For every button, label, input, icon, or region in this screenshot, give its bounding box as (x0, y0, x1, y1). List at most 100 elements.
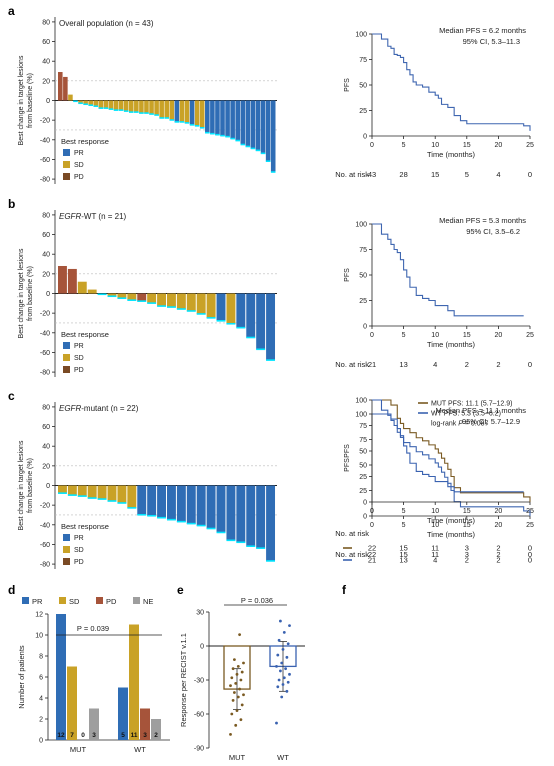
c-waterfall-bar (236, 485, 246, 543)
c-km-y-label: PFS (344, 458, 351, 472)
c-waterfall-legend-label: PD (74, 559, 84, 566)
e-point (235, 672, 239, 676)
b-waterfall-bar-edge (246, 336, 256, 339)
d-bar-count: 2 (154, 732, 158, 739)
c-km-y-tick-label: 0 (363, 514, 367, 521)
e-point (240, 703, 244, 707)
a-km-risk-value: 15 (431, 170, 439, 179)
b-waterfall-y-label: Best change in target lesions (18, 248, 25, 338)
d-bar-count: 0 (81, 732, 85, 739)
a-km-y-tick-label: 50 (359, 83, 367, 90)
a-waterfall-bar-edge (189, 124, 195, 126)
a-waterfall-bar (88, 100, 93, 106)
c-waterfall-legend-label: SD (74, 547, 84, 554)
a-waterfall-bar (63, 76, 68, 101)
e-point (276, 685, 280, 689)
c-waterfall-bar (97, 485, 107, 500)
b-km-x-tick-label: 10 (431, 332, 439, 339)
e-point (275, 721, 278, 725)
b-waterfall-bar (226, 293, 236, 324)
a-waterfall-y-tick-label: -60 (40, 157, 50, 164)
c-waterfall-y-tick-label: -40 (40, 522, 50, 529)
a-km-y-tick-label: 100 (355, 32, 367, 39)
a-waterfall-bar-edge (88, 104, 93, 107)
a-km-risk-value: 28 (399, 170, 407, 179)
c-waterfall-bar (107, 485, 117, 502)
b-waterfall-title: EGFR-WT (n = 21) (59, 212, 127, 221)
a-km-x-tick-label: 15 (463, 142, 471, 149)
c-waterfall-y-tick-label: 60 (42, 424, 50, 431)
a-waterfall-bar-edge (134, 111, 139, 113)
c-waterfall-bar (117, 485, 127, 504)
c-waterfall-y-label: from baseline (%) (27, 458, 34, 513)
a-waterfall-bar (184, 100, 190, 124)
c-km-curve (372, 413, 531, 516)
d-bar (151, 719, 161, 740)
c-waterfall-y-tick-label: -20 (40, 503, 50, 510)
e-point (239, 718, 243, 722)
f-risk-value: 0 (528, 544, 532, 553)
d-x-tick-label: MUT (70, 745, 87, 754)
a-waterfall-bar (83, 100, 88, 105)
b-waterfall-bar-edge (127, 299, 137, 301)
e-point (288, 624, 291, 627)
e-y-tick-label: -30 (194, 678, 204, 685)
b-waterfall-bar-edge (176, 308, 186, 310)
b-waterfall-bar (127, 293, 137, 301)
a-waterfall-bar-edge (169, 119, 175, 121)
a-waterfall-bar-edge (194, 125, 200, 127)
c-waterfall-legend-title: Best response (61, 522, 109, 531)
b-km-x-tick-label: 25 (526, 332, 534, 339)
f-km-y-tick-label: 100 (355, 398, 367, 405)
c-km-risk-value: 15 (399, 550, 407, 559)
f-risk-value: 21 (368, 556, 376, 565)
b-waterfall-bar-edge (226, 322, 236, 325)
b-waterfall-bar (87, 289, 97, 294)
c-km-risk-value: 3 (465, 550, 469, 559)
c-waterfall-bar (216, 485, 226, 533)
a-waterfall-bar (78, 100, 83, 104)
e-point (240, 670, 244, 674)
a-waterfall-bar-edge (154, 114, 159, 116)
c-km-y-tick-label: 50 (359, 463, 367, 470)
b-km-x-tick-label: 15 (463, 332, 471, 339)
b-waterfall-bar (186, 293, 196, 312)
a-km-x-tick-label: 25 (526, 142, 534, 149)
d-bar-count: 3 (92, 732, 96, 739)
e-point (279, 619, 282, 623)
b-km-y-tick-label: 75 (359, 247, 367, 254)
e-point (233, 658, 236, 661)
a-waterfall-bar (108, 100, 114, 110)
a-km-y-tick-label: 75 (359, 57, 367, 64)
b-waterfall-bar (157, 293, 167, 307)
e-point (276, 653, 280, 657)
d-y-label: Number of patients (17, 645, 26, 709)
a-waterfall-bar-edge (149, 113, 154, 115)
a-km-y-tick-label: 25 (359, 108, 367, 115)
a-waterfall-bar-edge (123, 110, 129, 112)
c-waterfall-bar (167, 485, 176, 520)
a-waterfall-bar (260, 100, 266, 154)
b-waterfall-bar (67, 268, 77, 294)
b-waterfall-bar-edge (107, 295, 117, 298)
a-waterfall-bar (68, 94, 73, 101)
b-waterfall-y-label: from baseline (%) (27, 266, 34, 321)
c-waterfall-bar (67, 485, 77, 496)
c-waterfall-bar-edge (157, 516, 167, 519)
d-y-tick-label: 12 (35, 612, 43, 619)
a-km-x-tick-label: 20 (495, 142, 503, 149)
b-waterfall-bar-edge (167, 306, 176, 308)
a-waterfall-bar-edge (108, 108, 114, 110)
a-waterfall-bar (103, 100, 109, 109)
b-waterfall-bar-edge (206, 317, 216, 319)
a-waterfall-bar-edge (250, 147, 256, 150)
f-risk-value: 0 (528, 556, 532, 565)
c-km-x-tick-label: 20 (495, 522, 503, 529)
c-km-ci-label: 95% CI, 5.7–12.9 (462, 417, 520, 426)
b-waterfall-bar (77, 281, 87, 294)
e-point (286, 680, 290, 684)
e-point (235, 709, 239, 712)
c-waterfall-bar (137, 485, 147, 515)
e-pvalue: P = 0.036 (241, 596, 273, 605)
c-waterfall-bar-edge (58, 492, 67, 494)
